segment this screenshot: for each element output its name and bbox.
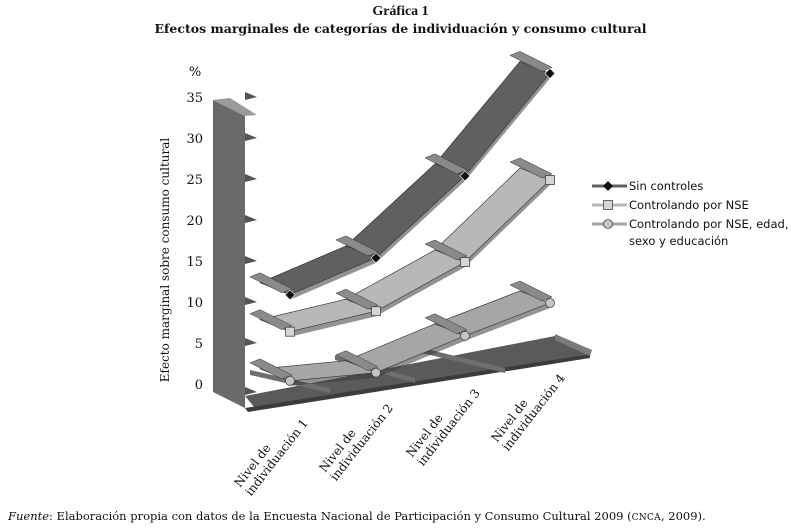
series-joint-cap (335, 288, 379, 310)
axis-wall-tick (245, 92, 257, 100)
figure-number: Gráfica 1 (372, 4, 429, 19)
legend-marker (603, 219, 613, 229)
legend-label: Controlando por NSE, edad, (629, 217, 788, 231)
x-tick-label: Nivel deindividuación 2 (316, 393, 395, 484)
floor-end-cap (555, 334, 592, 356)
axis-wall-top (213, 98, 257, 116)
series-ribbon-segment (434, 61, 551, 177)
series-3 (249, 280, 555, 386)
y-tick-label: 20 (186, 214, 203, 229)
legend-label: Sin controles (629, 179, 703, 193)
legend: Sin controles Controlando por NSE Controla… (592, 179, 788, 248)
source-text-end: , 2009). (660, 509, 706, 523)
figure-title-block: Gráfica 1 Efectos marginales de categorí… (0, 4, 801, 37)
point-marker-diamond (544, 67, 556, 79)
source-label: Fuente (8, 509, 50, 523)
source-abbr: CNCA (631, 513, 661, 523)
y-axis-title: Efecto marginal sobre consumo cultural (158, 138, 172, 383)
source-note: Fuente: Elaboración propia con datos de … (8, 509, 706, 523)
figure-title: Efectos marginales de categorías de indi… (154, 21, 647, 36)
y-tick-label: 30 (186, 132, 203, 147)
y-tick-label: 10 (186, 296, 203, 311)
point-marker-circle (285, 375, 295, 386)
series-ribbon-edge (376, 262, 465, 317)
floor-stub (418, 347, 505, 373)
floor-surface (245, 336, 590, 408)
axis-wall-tick (245, 215, 257, 223)
point-marker-circle (545, 298, 555, 308)
series-joint-cap (249, 272, 293, 294)
axis-wall-tick (245, 133, 257, 141)
point-marker-circle (371, 367, 381, 378)
axis-wall-tick (245, 174, 257, 182)
point-marker-square (371, 306, 381, 317)
y-unit-label: % (189, 65, 201, 80)
series-ribbon-edge (465, 73, 550, 181)
series-joint-cap (424, 153, 468, 175)
source-text: : Elaboración propia con datos de la Enc… (49, 509, 632, 523)
series-ribbon-edge (376, 335, 465, 378)
axis-wall-tick (245, 387, 257, 395)
y-tick-label: 35 (186, 91, 203, 106)
x-tick-label: Nivel deindividuación 1 (231, 408, 310, 499)
x-tick-label: Nivel deindividuación 3 (403, 378, 482, 469)
series-ribbon-edge (376, 175, 465, 263)
series-joint-cap (249, 358, 293, 380)
legend-label: sexo y educación (629, 234, 728, 248)
legend-marker (603, 181, 613, 191)
y-tick-label: 0 (195, 378, 203, 393)
point-marker-circle (460, 330, 470, 341)
series-joint-cap (249, 309, 293, 330)
series-joint-cap (424, 313, 468, 335)
series-joint-cap (335, 235, 379, 257)
series-joint-cap (424, 239, 468, 261)
point-marker-diamond (370, 252, 382, 264)
series-1 (249, 51, 556, 301)
y-tick-label: 15 (186, 255, 203, 270)
point-marker-diamond (284, 289, 296, 301)
y-tick-label: 5 (195, 337, 203, 352)
series-joint-cap (509, 157, 553, 179)
axis-wall-tick (245, 256, 257, 264)
series-ribbon-edge (290, 372, 376, 386)
series-2 (249, 157, 555, 337)
x-tick-label: Nivel deindividuación 4 (488, 362, 568, 453)
legend-label: Controlando por NSE (629, 198, 749, 212)
point-marker-square (460, 257, 470, 267)
series-ribbon-edge (290, 257, 376, 300)
point-marker-diamond (459, 170, 471, 182)
series-ribbon-edge (465, 180, 550, 267)
series-ribbon-edge (290, 311, 376, 337)
y-tick-label: 25 (186, 173, 203, 188)
axis-wall-tick (245, 297, 257, 305)
point-marker-square (285, 326, 295, 337)
axis-wall-side (213, 100, 245, 408)
series-joint-cap (335, 350, 379, 371)
point-marker-square (545, 175, 555, 185)
series-joint-cap (509, 280, 553, 302)
series-joint-cap (509, 51, 553, 72)
legend-marker (603, 200, 613, 210)
axis-wall-tick (245, 338, 257, 346)
series-ribbon-edge (465, 303, 550, 341)
